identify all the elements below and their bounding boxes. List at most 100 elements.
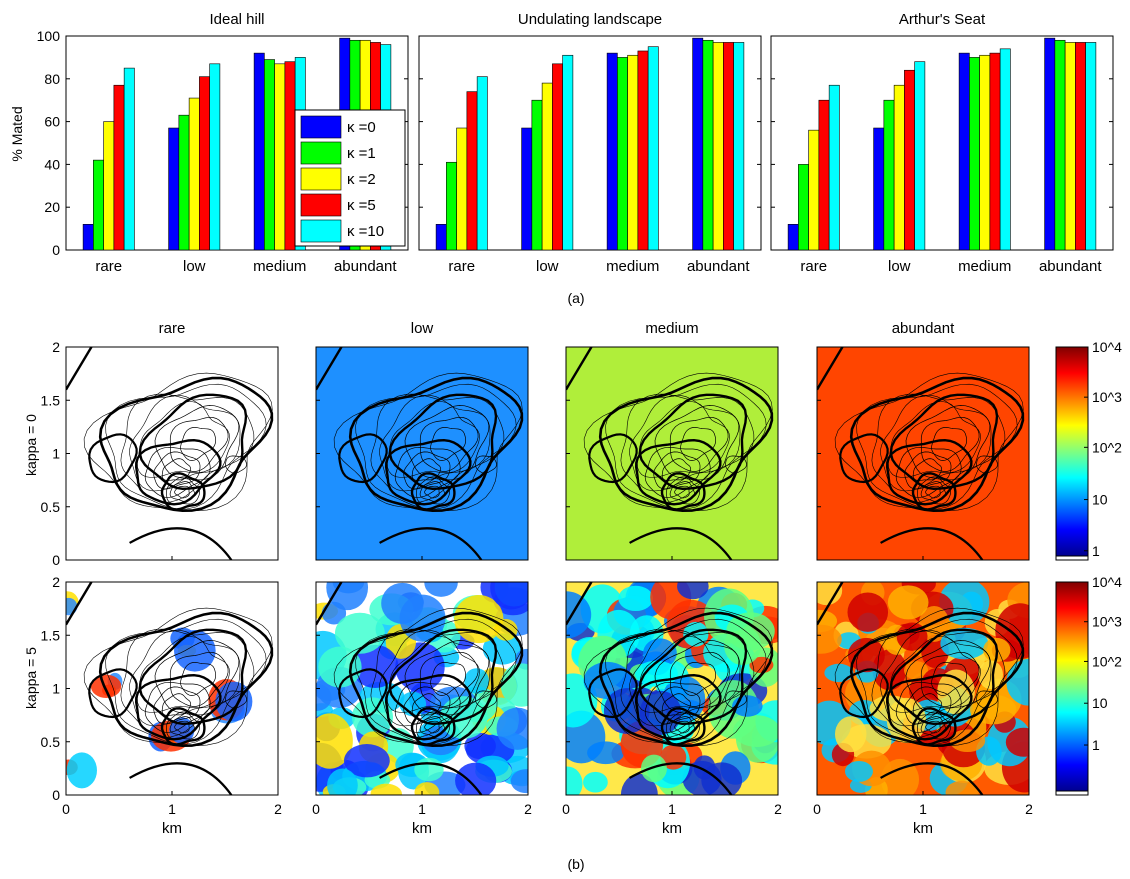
density-patch [817, 624, 842, 654]
density-patch [817, 582, 843, 606]
contour-line [920, 416, 980, 472]
bar [627, 54, 639, 251]
bar [113, 84, 125, 251]
contour-line [419, 481, 445, 502]
y-tick-label: 1 [52, 681, 60, 697]
contour-line-major [588, 668, 638, 719]
contour-line [885, 673, 973, 741]
contour-line [169, 651, 229, 707]
x-tick-label: 2 [1025, 801, 1033, 817]
contour-line-major [66, 582, 93, 626]
x-tick-label: 1 [668, 801, 676, 817]
x-tick-label: 2 [524, 801, 532, 817]
bar [82, 224, 94, 251]
bar [199, 76, 210, 251]
density-patch [490, 582, 528, 610]
contour-line [660, 707, 706, 746]
heatmap-medium-row-2: 0 1 2 km [562, 581, 782, 837]
bar [103, 121, 115, 251]
contour-line-major [880, 762, 984, 795]
colorbar-tick-label: 10^2 [1092, 439, 1122, 455]
contour-line [384, 673, 472, 741]
density-patch [847, 637, 885, 673]
contour-line [83, 607, 273, 747]
contour-line [154, 640, 240, 716]
bar [541, 82, 553, 251]
colorbar-tick-label: 10^3 [1092, 614, 1122, 630]
bar [466, 91, 478, 251]
contour-line [419, 416, 479, 472]
contour-line [911, 707, 957, 746]
x-axis-label: km [662, 820, 682, 837]
contour-line [424, 485, 440, 499]
contour-line [834, 607, 1024, 747]
density-patch [733, 715, 778, 747]
contour-line [134, 438, 222, 506]
y-tick-label: 0 [52, 787, 60, 803]
legend-entry: κ =10 [347, 223, 384, 240]
contour-line-major [839, 668, 889, 719]
contour-line-major [880, 527, 984, 560]
contour-line [725, 690, 747, 709]
bar [883, 99, 895, 251]
x-tick-label: 1 [919, 801, 927, 817]
contour-line-major [566, 347, 593, 391]
colorbar-zero-band [1055, 555, 1089, 561]
legend-entry: κ =5 [347, 197, 376, 214]
bar [456, 127, 468, 251]
colorbar-tick-label: 10^4 [1092, 574, 1122, 590]
y-tick-label: 60 [44, 114, 60, 130]
heatmap-rare-row-2: 0 0.5 1 1.5 2 0 1 2 km [41, 574, 283, 837]
colorbar-tick-label: 10 [1092, 492, 1108, 508]
density-patch [587, 741, 625, 765]
map-content [817, 347, 1029, 560]
colorbar-zero-band [1055, 790, 1089, 796]
map-content [566, 582, 778, 795]
bar [284, 61, 296, 251]
density-patch [370, 783, 402, 795]
contour-line [669, 481, 695, 502]
contour-line [333, 607, 523, 747]
contour-line [154, 405, 240, 481]
contour-line [105, 383, 267, 510]
contour-line [674, 720, 690, 734]
density-patch [510, 769, 528, 794]
x-tick-label: 1 [418, 801, 426, 817]
colorbar-gradient [1055, 581, 1089, 792]
bar [808, 129, 820, 251]
y-tick-label: 40 [44, 156, 60, 172]
bar [606, 52, 618, 251]
contour-line [394, 446, 461, 498]
row-label-kappa-0: kappa = 0 [23, 414, 39, 476]
contour-line [654, 405, 740, 481]
contour-line [669, 716, 695, 737]
map-content [66, 582, 278, 795]
contour-line [669, 416, 729, 472]
density-patch [174, 629, 216, 672]
column-title: rare [159, 320, 186, 337]
contour-line [416, 476, 450, 505]
x-tick-label: low [536, 258, 559, 275]
legend-swatch [300, 141, 342, 165]
contour-line [144, 681, 211, 733]
contour-line [384, 438, 472, 506]
contour-line [905, 640, 991, 716]
contour-line [153, 451, 201, 490]
contour-line [144, 446, 211, 498]
legend-entry: κ =0 [347, 119, 376, 136]
bar [521, 127, 533, 251]
contour-line [634, 438, 722, 506]
bar [93, 159, 104, 251]
x-tick-label: low [888, 258, 911, 275]
bar [1075, 42, 1086, 251]
density-patch [343, 744, 390, 778]
contour-line-major [88, 668, 138, 719]
contour-line [976, 455, 998, 474]
contour-line [912, 693, 943, 716]
colorbar-1: 1 10 10^2 10^3 10^4 [1055, 339, 1122, 561]
contour-line-major [316, 347, 343, 391]
density-patch [834, 716, 867, 753]
contour-line [912, 458, 943, 481]
contour-line [403, 451, 451, 490]
x-tick-label: 2 [274, 801, 282, 817]
